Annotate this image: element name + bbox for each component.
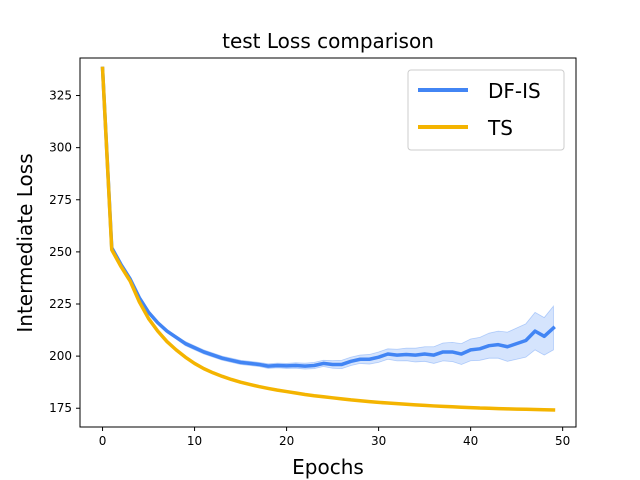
x-tick-label: 50 [555,434,570,448]
y-tick-label: 250 [49,245,72,259]
x-tick-label: 0 [99,434,107,448]
y-tick-label: 300 [49,141,72,155]
series-band-0 [102,67,554,370]
y-tick-label: 325 [49,89,72,103]
y-tick-label: 175 [49,401,72,415]
series-line-1 [100,66,556,412]
x-tick-label: 40 [463,434,478,448]
plot-area [100,66,556,412]
x-tick-label: 30 [371,434,386,448]
x-axis: 0 10 20 30 40 50 [99,427,570,448]
series-line-0 [100,66,556,368]
chart-title: test Loss comparison [222,29,434,53]
y-tick-label: 275 [49,193,72,207]
y-tick-label: 225 [49,297,72,311]
x-tick-label: 10 [187,434,202,448]
x-axis-title: Epochs [292,455,364,479]
legend-label-1: TS [487,116,513,140]
y-axis-title: Intermediate Loss [13,153,37,332]
plot-frame [79,57,577,428]
legend: DF-IS TS [407,69,565,151]
y-axis: 175 200 225 250 275 300 325 [49,89,80,415]
legend-label-0: DF-IS [488,79,541,103]
x-tick-label: 20 [279,434,294,448]
y-tick-label: 200 [49,349,72,363]
